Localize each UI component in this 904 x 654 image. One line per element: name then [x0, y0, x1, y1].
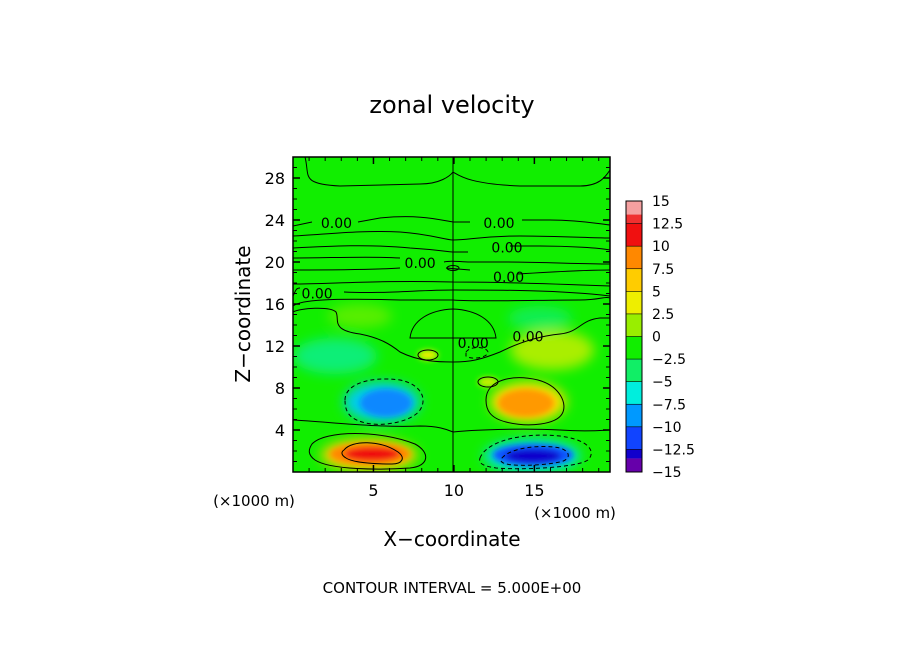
- contour-interval-footer: CONTOUR INTERVAL = 5.000E+00: [323, 579, 582, 597]
- contour-bottom-left-cell: [308, 433, 427, 470]
- contour-small-dashed: [465, 347, 489, 359]
- contour-z18: [293, 280, 610, 287]
- colorbar-label: −7.5: [652, 397, 686, 413]
- colorbar-label: 5: [652, 284, 661, 300]
- contour-dome: [409, 308, 497, 339]
- y-tick-label-20: 20: [265, 253, 285, 272]
- contour-label: 0.00: [512, 330, 543, 346]
- x-tick-label-5: 5: [368, 481, 378, 500]
- contour-label-text: 0.00: [302, 287, 333, 303]
- contour-label-text: 0.00: [405, 256, 436, 272]
- colorbar-label: 2.5: [652, 307, 674, 323]
- contour-label: 0.00: [493, 270, 524, 286]
- colorbar-band: [626, 449, 642, 459]
- y-tick-label-16: 16: [265, 295, 285, 314]
- y-tick-label-24: 24: [265, 211, 285, 230]
- field-blob-left-cyan: [293, 338, 377, 374]
- contour-z24: [293, 216, 610, 227]
- contour-label: 0.00: [491, 240, 522, 256]
- colorbar-band: [626, 458, 642, 472]
- contour-middle-right-cell: [485, 377, 565, 426]
- contour-middle-left-dashed: [344, 378, 424, 425]
- contour-lower-left: [293, 419, 610, 433]
- contour-label: 0.00: [321, 216, 352, 232]
- core-bottom-right-navy: [505, 449, 561, 463]
- contour-z16: [293, 296, 610, 307]
- colorbar-label: −10: [652, 420, 682, 436]
- x-tick-label-15: 15: [524, 481, 544, 500]
- colorbar-label: 0: [652, 330, 661, 346]
- contour-bottom-right-dashed: [479, 434, 592, 470]
- contour-z22: [293, 230, 610, 241]
- y-tick-label-28: 28: [265, 169, 285, 188]
- field-blob-upper-right: [508, 306, 572, 330]
- colorbar-band: [626, 201, 642, 215]
- colorbar-label: 12.5: [652, 217, 683, 233]
- x-axis-title: X−coordinate: [383, 527, 520, 551]
- colorbar-band: [626, 359, 642, 382]
- spot-center-yellow: [418, 350, 438, 360]
- chart-title: zonal velocity: [369, 91, 534, 119]
- contour-shoulder: [293, 307, 610, 363]
- colorbar-band: [626, 404, 642, 427]
- contour-label: 0.00: [405, 256, 436, 272]
- contour-small-mark: [446, 265, 460, 271]
- field-blob-upper-left: [328, 304, 392, 328]
- contour-label: 0.00: [483, 216, 514, 232]
- contour-label: 0.00: [458, 336, 489, 352]
- y-axis: 4 8 12 16 20 24 28: [265, 167, 610, 462]
- colorbar-band: [626, 223, 642, 247]
- colorbar-band: [626, 268, 642, 292]
- y-tick-label-8: 8: [275, 379, 285, 398]
- contour-lines: [293, 157, 610, 472]
- contour-spot-center: [417, 349, 439, 361]
- colorbar-band: [626, 291, 642, 314]
- colorbar-band: [626, 336, 642, 360]
- colorbar-label: −5: [652, 375, 673, 391]
- colorbar-label: 15: [652, 194, 670, 210]
- colorbar: 15 12.5 10 7.5 5 2.5 0 −12.5 −15 −2.5 −5 −7.5 −10: [625, 194, 695, 481]
- core-bottom-left-red: [344, 447, 400, 461]
- x-unit-label-left: (×1000 m): [213, 492, 295, 510]
- colorbar-label: −15: [652, 465, 682, 481]
- contour-label: 0.00: [302, 287, 333, 303]
- colorbar-band: [626, 313, 642, 337]
- colorbar-band: [626, 246, 642, 269]
- x-axis: 5 10 15: [308, 157, 600, 500]
- core-right-orange: [498, 389, 554, 417]
- colorbar-band: [626, 214, 642, 224]
- contour-label-text: 0.00: [493, 270, 524, 286]
- x-unit-label-right: (×1000 m): [534, 504, 616, 522]
- contour-label-text: 0.00: [458, 336, 489, 352]
- contour-z19: [293, 267, 610, 275]
- y-axis-title: Z−coordinate: [231, 245, 255, 382]
- contour-label-text: 0.00: [491, 240, 522, 256]
- colorbar-label: 7.5: [652, 262, 674, 278]
- colorbar-label: −12.5: [652, 442, 695, 458]
- contour-bottom-left-core: [341, 442, 403, 465]
- contour-z21: [293, 245, 610, 253]
- colorbar-band: [626, 426, 642, 450]
- contour-top: [304, 157, 610, 187]
- plot-area: 0.00 0.00 0.00 0.00 0.00 0.00 0.00 0.00: [293, 157, 610, 472]
- dashed-contours: [344, 347, 592, 470]
- contour-labels: 0.00 0.00 0.00 0.00 0.00 0.00 0.00 0.00: [302, 216, 544, 352]
- color-field-cores: [330, 350, 573, 466]
- contour-label-text: 0.00: [512, 330, 543, 346]
- contour-label-text: 0.00: [483, 216, 514, 232]
- contour-label-text: 0.00: [321, 216, 352, 232]
- x-tick-label-10: 10: [444, 481, 464, 500]
- y-tick-label-12: 12: [265, 337, 285, 356]
- contour-z20: [293, 256, 610, 265]
- contour-bottom-right-inner-dashed: [500, 445, 569, 466]
- colorbar-band: [626, 381, 642, 405]
- y-tick-label-4: 4: [275, 421, 285, 440]
- colorbar-label: 10: [652, 239, 670, 255]
- colorbar-label: −2.5: [652, 352, 686, 368]
- core-left-blue: [360, 389, 412, 417]
